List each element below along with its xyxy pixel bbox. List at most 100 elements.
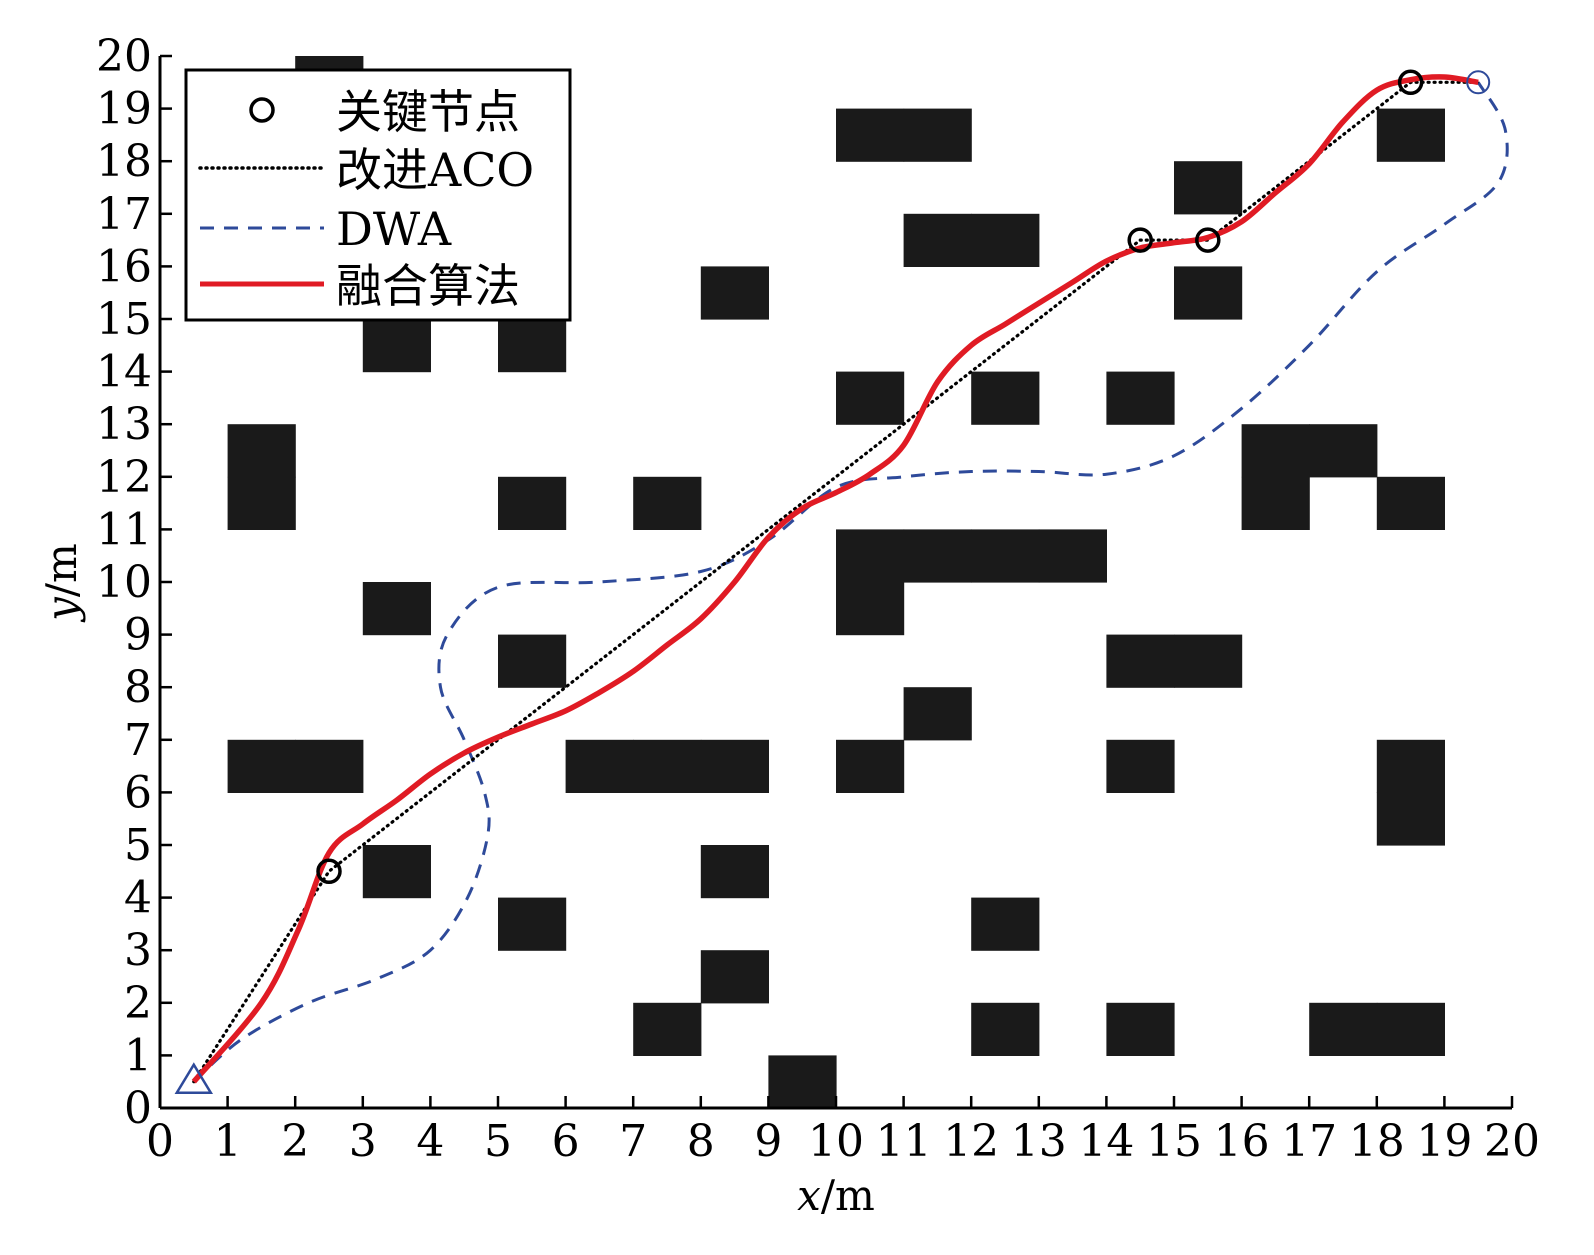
y-tick-label: 3 <box>124 925 152 976</box>
y-tick-label: 16 <box>96 241 152 292</box>
x-tick-label: 7 <box>619 1116 647 1167</box>
y-tick-label: 15 <box>96 294 152 345</box>
x-tick-label: 12 <box>943 1116 999 1167</box>
series <box>174 69 1509 1094</box>
obstacle-cell <box>1174 161 1243 215</box>
y-tick-label: 20 <box>96 31 152 82</box>
legend-label: 融合算法 <box>336 259 520 313</box>
x-ticks: 0 1 2 3 4 5 6 7 8 9 10 11 12 13 14 15 16 17 18 19 20 <box>146 1096 1540 1167</box>
x-tick-label: 20 <box>1484 1116 1540 1167</box>
x-tick-label: 9 <box>754 1116 782 1167</box>
obstacle-cell <box>1376 1002 1445 1056</box>
obstacle-cell <box>227 476 296 530</box>
y-tick-label: 19 <box>96 84 152 135</box>
series-dwa-line <box>192 81 1509 1083</box>
obstacle-cell <box>1309 424 1378 478</box>
x-tick-label: 0 <box>146 1116 174 1167</box>
y-tick-label: 0 <box>124 1083 152 1134</box>
obstacle-cell <box>362 845 431 899</box>
key-node-marker <box>1397 69 1424 96</box>
obstacle-cell <box>1106 634 1175 688</box>
obstacle-cell <box>836 529 905 583</box>
y-tick-label: 7 <box>124 715 152 766</box>
y-tick-label: 1 <box>124 1030 152 1081</box>
obstacle-cell <box>836 739 905 793</box>
legend-entry-improved-aco: 改进ACO <box>198 143 534 197</box>
obstacle-cell <box>971 371 1040 425</box>
x-tick-label: 18 <box>1349 1116 1405 1167</box>
obstacle-cell <box>971 897 1040 951</box>
goal-circle-marker <box>1466 70 1491 95</box>
y-tick-label: 4 <box>124 873 152 924</box>
x-tick-label: 2 <box>281 1116 309 1167</box>
legend-label: 改进ACO <box>336 143 534 197</box>
obstacle-cell <box>1106 1002 1175 1056</box>
obstacle-cell <box>903 687 972 741</box>
x-tick-label: 1 <box>214 1116 242 1167</box>
x-tick-label: 14 <box>1078 1116 1134 1167</box>
x-tick-label: 10 <box>808 1116 864 1167</box>
obstacle-cell <box>1241 476 1310 530</box>
legend: 关键节点 改进ACO DWA 融合算法 <box>184 68 572 322</box>
y-tick-label: 11 <box>96 504 152 555</box>
x-tick-label: 13 <box>1011 1116 1067 1167</box>
x-tick-label: 3 <box>349 1116 377 1167</box>
obstacle-cell <box>1376 476 1445 530</box>
obstacle-cell <box>362 319 431 373</box>
y-tick-label: 5 <box>124 820 152 871</box>
y-tick-label: 13 <box>96 399 152 450</box>
obstacle-cell <box>295 739 364 793</box>
obstacles <box>227 56 1445 1109</box>
obstacle-cell <box>1376 739 1445 793</box>
obstacle-cell <box>700 845 769 899</box>
y-tick-label: 9 <box>124 610 152 661</box>
x-tick-label: 11 <box>876 1116 932 1167</box>
obstacle-cell <box>1106 371 1175 425</box>
x-tick-label: 8 <box>687 1116 715 1167</box>
key-node-marker <box>1195 227 1221 253</box>
obstacle-cell <box>633 476 702 530</box>
obstacle-cell <box>1376 792 1445 846</box>
obstacle-cell <box>498 319 567 373</box>
legend-marker-circle <box>249 97 275 123</box>
y-tick-label: 6 <box>124 767 152 818</box>
obstacle-cell <box>1309 1002 1378 1056</box>
x-tick-label: 6 <box>552 1116 580 1167</box>
obstacle-cell <box>971 1002 1040 1056</box>
obstacle-cell <box>227 739 296 793</box>
obstacle-cell <box>633 739 702 793</box>
x-tick-label: 16 <box>1214 1116 1270 1167</box>
obstacle-cell <box>227 424 296 478</box>
y-tick-label: 10 <box>96 557 152 608</box>
obstacle-cell <box>836 108 905 162</box>
obstacle-cell <box>700 739 769 793</box>
legend-entry-fusion: 融合算法 <box>200 259 520 313</box>
y-tick-label: 2 <box>124 978 152 1029</box>
axes: 0 1 2 3 4 5 6 7 8 9 10 11 12 13 14 15 16 17 18 19 20 0123456… <box>96 31 1540 1167</box>
start-triangle-marker <box>174 1062 214 1094</box>
x-tick-label: 4 <box>416 1116 444 1167</box>
obstacle-cell <box>903 213 972 267</box>
obstacle-cell <box>498 634 567 688</box>
obstacle-cell <box>836 371 905 425</box>
obstacle-cell <box>1174 634 1243 688</box>
obstacle-cell <box>903 108 972 162</box>
x-axis-label: x/m <box>797 1171 875 1220</box>
obstacle-cell <box>1241 424 1310 478</box>
obstacle-cell <box>1106 739 1175 793</box>
series-fusion-line <box>191 74 1479 1084</box>
x-tick-label: 5 <box>484 1116 512 1167</box>
key-node-marker <box>316 858 342 885</box>
y-tick-label: 8 <box>124 662 152 713</box>
legend-label: 关键节点 <box>336 85 520 139</box>
key-node-marker <box>1127 227 1153 253</box>
obstacle-cell <box>498 897 567 951</box>
x-tick-label: 17 <box>1281 1116 1337 1167</box>
legend-label: DWA <box>336 202 452 256</box>
obstacle-cell <box>565 739 634 793</box>
legend-entry-dwa: DWA <box>200 202 452 256</box>
x-tick-label: 15 <box>1146 1116 1202 1167</box>
y-tick-label: 17 <box>96 189 152 240</box>
